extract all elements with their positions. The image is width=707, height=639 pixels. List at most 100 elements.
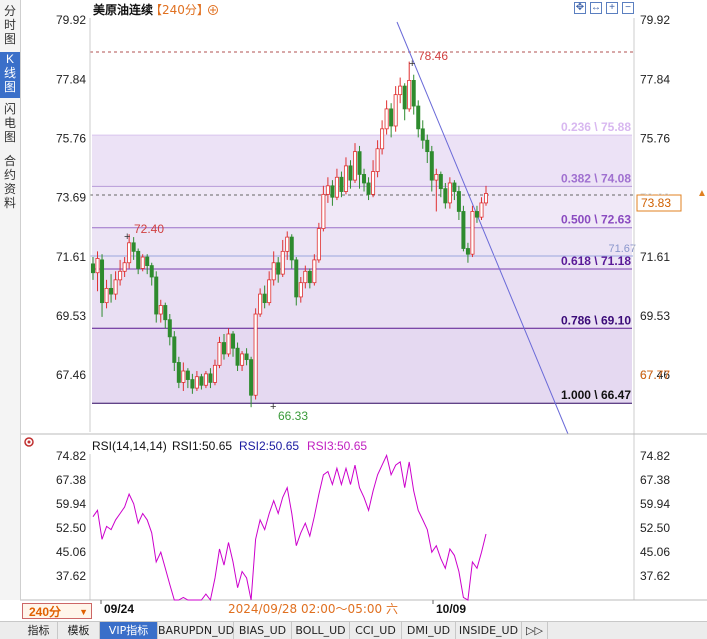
candle: [456, 185, 461, 221]
rsi-tick-left: 67.38: [56, 473, 86, 487]
candle: [176, 356, 181, 389]
candle: [226, 328, 231, 357]
candle: [104, 279, 109, 309]
expand-icon[interactable]: ✥: [574, 2, 586, 14]
candle: [267, 271, 272, 306]
candle: [452, 180, 457, 201]
rsi-axis-right: 74.82 67.38 59.94 52.50 45.06 37.62: [640, 449, 670, 583]
low-annotation: 66.33: [278, 409, 308, 423]
tab-dmi[interactable]: DMI_UD: [402, 622, 456, 639]
fib-band-0: [92, 135, 632, 187]
circle-plus-icon[interactable]: [208, 5, 218, 15]
candle: [172, 331, 177, 372]
rsi-tick-right: 74.82: [640, 449, 670, 463]
tab-indicator[interactable]: 指标: [20, 622, 58, 639]
zoom-in-icon[interactable]: +: [606, 2, 618, 14]
rsi-title: RSI(14,14,14): [92, 439, 167, 453]
candle: [181, 362, 186, 391]
candlestick-series: [91, 61, 488, 408]
tab-template[interactable]: 模板: [58, 622, 100, 639]
price-tick-right: 69.53: [640, 309, 670, 323]
candle: [294, 257, 299, 306]
period-button[interactable]: 240分 ▼: [22, 603, 92, 619]
rsi-tick-left: 74.82: [56, 449, 86, 463]
candle: [271, 251, 276, 286]
price-axis-right: 79.92 77.84 75.76 71.61 69.53 67.46: [640, 13, 670, 382]
period-button-label: 240分: [29, 605, 62, 619]
candle: [398, 77, 403, 104]
side-tab-timeshare[interactable]: 分 时 图: [3, 4, 16, 46]
chart-title: 美原油连续: [93, 2, 153, 17]
candle: [348, 160, 353, 189]
side-tab-contract[interactable]: 合 约 资 料: [3, 154, 16, 210]
fib-label-3: 0.618 \ 71.18: [561, 254, 631, 268]
candle: [217, 336, 222, 369]
tab-inside[interactable]: INSIDE_UD: [456, 622, 522, 639]
candle: [434, 168, 439, 212]
candle: [470, 205, 475, 258]
candle: [420, 120, 425, 149]
tab-barupdn[interactable]: BARUPDN_UD: [158, 622, 235, 639]
candle: [131, 237, 136, 260]
candle: [127, 234, 132, 269]
candle: [231, 331, 236, 357]
candle: [316, 222, 321, 263]
side-tab-flash[interactable]: 闪 电 图: [3, 102, 16, 144]
price-tick-right: 77.84: [640, 72, 670, 86]
tab-boll[interactable]: BOLL_UD: [292, 622, 350, 639]
price-tick-right: 71.61: [640, 250, 670, 264]
candle: [298, 276, 303, 303]
price-tick-left: 77.84: [56, 72, 86, 86]
level-label-71-67: 71.67: [608, 243, 636, 255]
candle: [447, 177, 452, 209]
candle: [307, 268, 312, 289]
candle: [262, 285, 267, 309]
price-tick-left: 79.92: [56, 13, 86, 27]
candle: [208, 368, 213, 389]
candle: [253, 308, 258, 400]
candle: [122, 257, 127, 277]
move-icon[interactable]: ↔: [590, 2, 602, 14]
price-tick-left: 75.76: [56, 132, 86, 146]
tab-more[interactable]: ▷▷: [522, 622, 548, 639]
tab-vip-indicator[interactable]: VIP指标: [100, 622, 158, 639]
fib-label-4: 0.786 \ 69.10: [561, 313, 631, 327]
tab-bias[interactable]: BIAS_UD: [234, 622, 292, 639]
candle: [154, 271, 159, 323]
rsi-tick-left: 59.94: [56, 497, 86, 511]
time-label-1009: 10/09: [436, 602, 466, 616]
candle: [339, 171, 344, 198]
candle: [190, 373, 195, 394]
candle: [276, 257, 281, 283]
candle: [312, 254, 317, 286]
trend-line[interactable]: [396, 21, 569, 435]
left-price-tag: 67.77: [640, 368, 670, 382]
fib-label-2: 0.500 \ 72.63: [561, 213, 631, 227]
candle: [402, 83, 407, 121]
price-tick-right: 75.76: [640, 132, 670, 146]
rsi1-value: RSI1:50.65: [172, 439, 232, 453]
current-price-arrow: ▲: [697, 188, 707, 199]
candle: [113, 271, 118, 300]
local-high-marker: +: [124, 231, 130, 243]
price-tick-left: 69.53: [56, 309, 86, 323]
candle: [483, 185, 488, 206]
gear-icon[interactable]: [24, 437, 34, 447]
tab-cci[interactable]: CCI_UD: [350, 622, 402, 639]
candle: [203, 371, 208, 389]
candle: [199, 373, 204, 390]
candle: [416, 100, 421, 138]
bottom-tab-bar: 指标 模板 VIP指标 BARUPDN_UD BIAS_UD BOLL_UD C…: [0, 621, 707, 639]
rsi-tick-left: 45.06: [56, 545, 86, 559]
candle: [163, 302, 168, 329]
rsi-axis-left: 74.82 67.38 59.94 52.50 45.06 37.62: [56, 449, 86, 583]
side-tab-kline[interactable]: K 线 图: [0, 52, 20, 98]
zoom-out-icon[interactable]: −: [622, 2, 634, 14]
candle: [158, 299, 163, 323]
fib-band-3: [92, 227, 632, 270]
candle: [371, 160, 376, 198]
fibonacci-bands: [92, 135, 632, 404]
candle: [479, 197, 484, 221]
local-high-annotation: 72.40: [134, 222, 164, 236]
